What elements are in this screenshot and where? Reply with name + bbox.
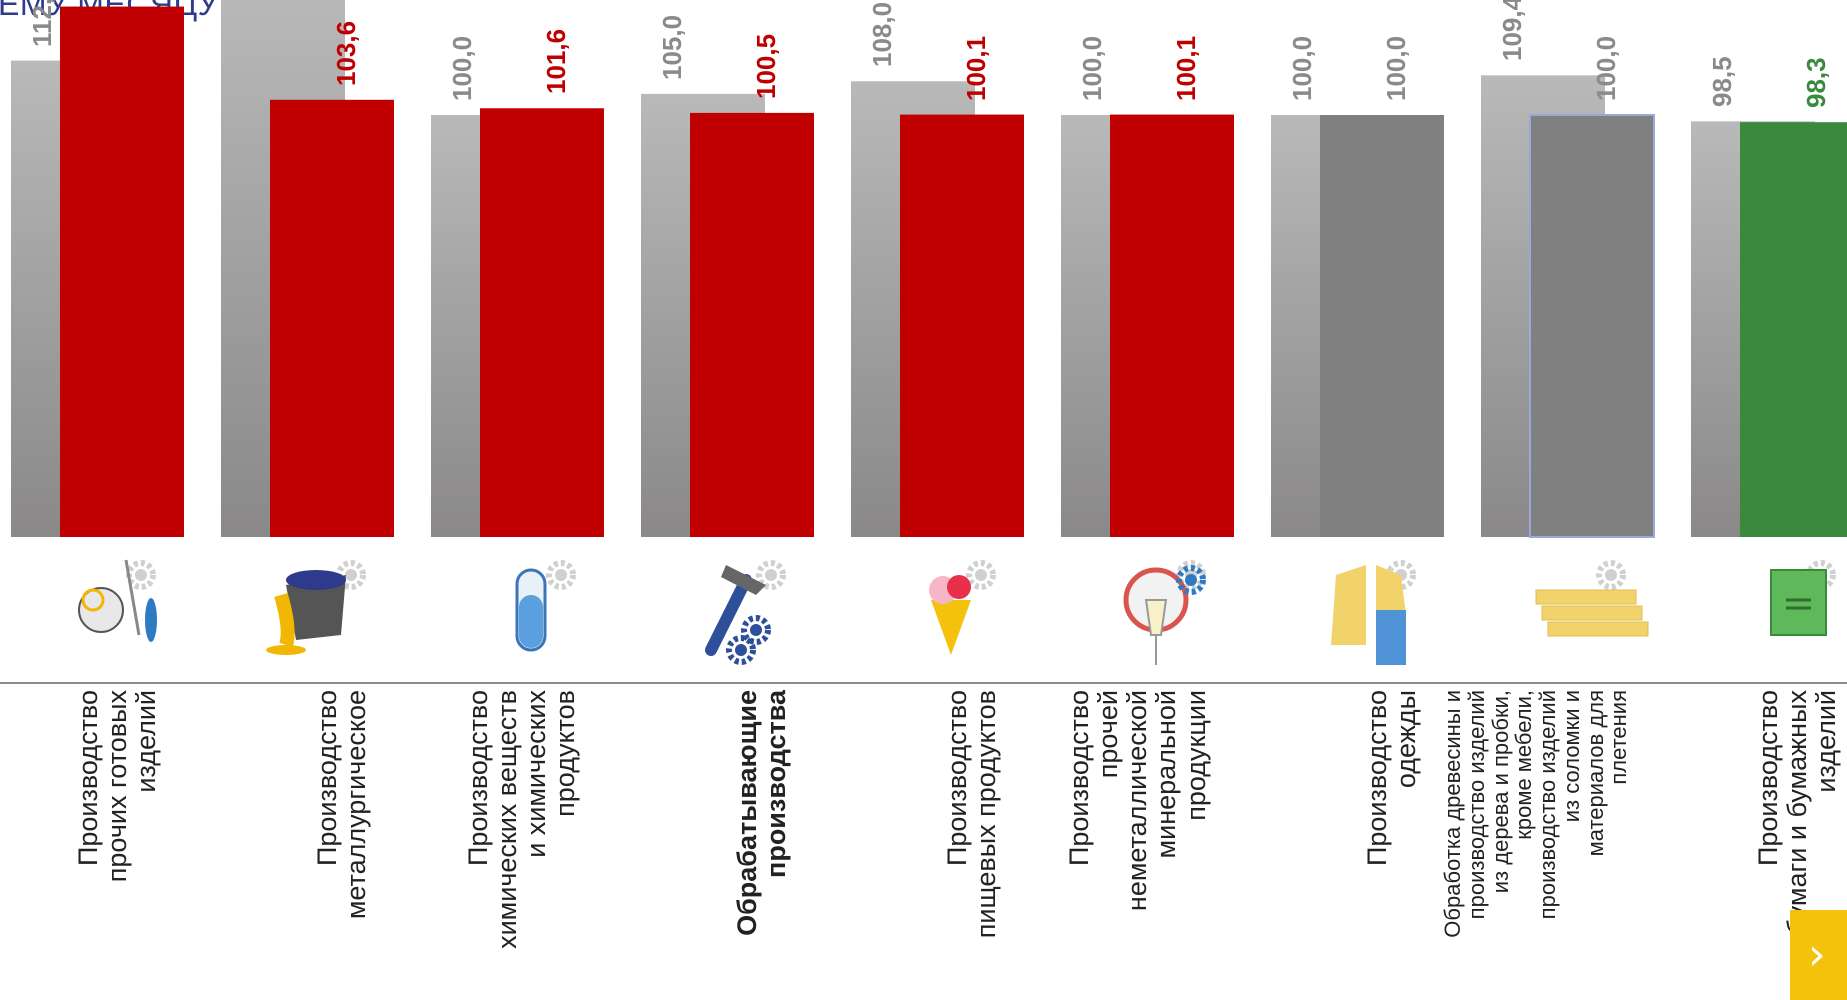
test-tube-icon	[515, 560, 576, 652]
value-label-prev-8: 109,4	[1497, 0, 1527, 62]
value-label-current-3: 101,6	[541, 29, 571, 95]
bar-current-6	[1110, 114, 1234, 537]
value-label-prev-9: 98,5	[1707, 56, 1737, 108]
bar-current-9	[1740, 122, 1847, 537]
hammer-gear-icon	[705, 560, 786, 665]
value-label-prev-1: 112,9	[27, 0, 57, 47]
category-label-8: Обработка древесины и производство издел…	[1439, 690, 1632, 938]
category-label-6: Производство прочей неметаллической мине…	[1064, 690, 1211, 912]
metal-ladle-icon	[266, 560, 366, 655]
bar-current-5	[900, 114, 1024, 537]
value-label-current-4: 100,5	[751, 33, 781, 99]
value-label-current-5: 100,1	[961, 35, 991, 101]
clothes-icon	[1331, 560, 1416, 665]
category-label-2: Производство металлургическое	[311, 690, 371, 920]
bar-current-4	[690, 112, 814, 537]
value-label-prev-7: 100,0	[1287, 35, 1317, 101]
bar-current-1	[60, 6, 184, 537]
value-label-current-6: 100,1	[1171, 35, 1201, 101]
bar-current-3	[480, 108, 604, 538]
value-label-prev-5: 108,0	[867, 2, 897, 68]
paper-book-icon	[1770, 560, 1836, 636]
wine-glass-icon	[1123, 560, 1206, 665]
ice-cream-icon	[929, 560, 996, 655]
category-label-4: Обрабатывающие производства	[731, 690, 791, 936]
next-slide-button[interactable]: ›	[1790, 910, 1847, 1000]
value-label-current-2: 103,6	[331, 20, 361, 86]
value-label-prev-3: 100,0	[447, 35, 477, 101]
value-label-current-7: 100,0	[1381, 35, 1411, 101]
value-label-current-8: 100,0	[1591, 35, 1621, 101]
wood-planks-icon	[1535, 560, 1649, 637]
bar-current-8	[1529, 114, 1655, 538]
category-label-3: Производство химических веществ и химиче…	[463, 690, 581, 949]
value-label-current-9: 98,3	[1801, 57, 1831, 109]
bar-current-2	[270, 99, 394, 538]
category-label-5: Производство пищевых продуктов	[941, 690, 1001, 939]
category-label-1: Производство прочих готовых изделий	[72, 690, 161, 883]
fishing-toys-icon	[78, 559, 157, 642]
value-label-prev-6: 100,0	[1077, 35, 1107, 101]
bar-current-7	[1320, 115, 1444, 537]
category-label-7: Производство одежды	[1361, 690, 1421, 867]
value-label-prev-4: 105,0	[657, 14, 687, 80]
